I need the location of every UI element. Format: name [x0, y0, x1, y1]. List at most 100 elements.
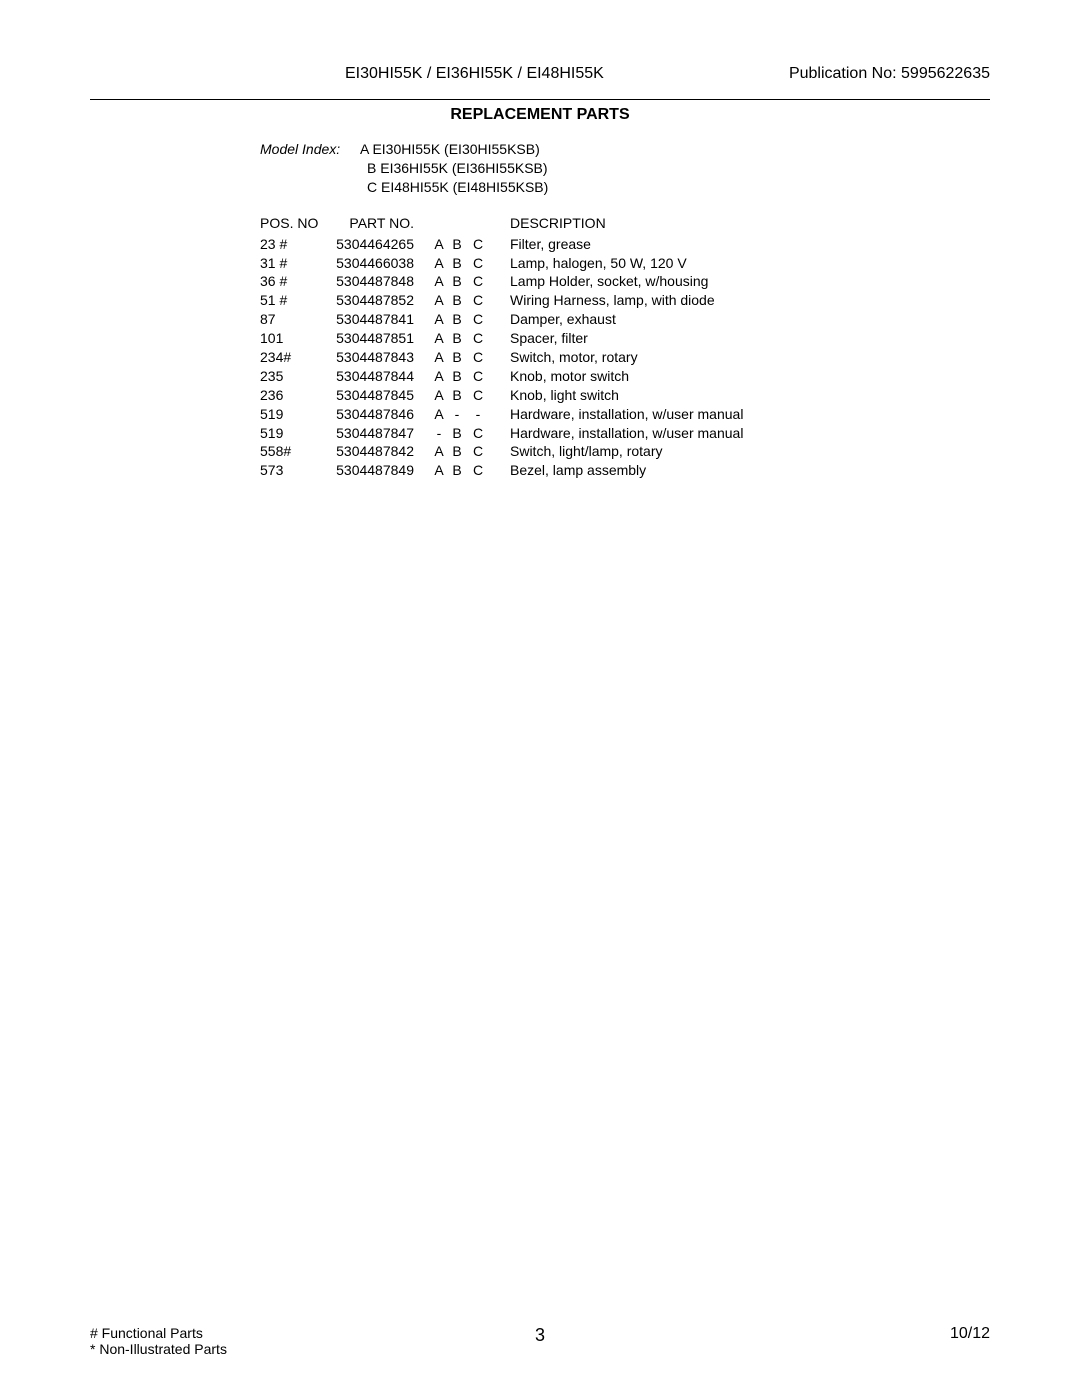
cell-pos: 36 # [260, 272, 330, 291]
cell-pos: 519 [260, 424, 330, 443]
cell-description: Bezel, lamp assembly [510, 461, 990, 480]
cell-model-c: C [466, 461, 490, 480]
model-index: Model Index: A EI30HI55K (EI30HI55KSB) B… [260, 140, 990, 197]
cell-partno: 5304487847 [330, 424, 430, 443]
cell-model-b: B [448, 272, 466, 291]
table-row: 234#5304487843ABC Switch, motor, rotary [260, 348, 990, 367]
cell-description: Wiring Harness, lamp, with diode [510, 291, 990, 310]
footnote-functional: # Functional Parts [90, 1325, 227, 1341]
cell-partno: 5304487841 [330, 310, 430, 329]
publication-number: Publication No: 5995622635 [789, 65, 990, 83]
cell-pos: 31 # [260, 254, 330, 273]
footnote-nonillustrated: * Non-Illustrated Parts [90, 1341, 227, 1357]
cell-partno: 5304487843 [330, 348, 430, 367]
table-row: 5195304487847-BCHardware, installation, … [260, 424, 990, 443]
cell-partno: 5304487846 [330, 405, 430, 424]
cell-pos: 87 [260, 310, 330, 329]
cell-model-a: A [430, 461, 448, 480]
table-header-row: POS. NO PART NO. DESCRIPTION [260, 215, 990, 231]
table-row: 875304487841ABC Damper, exhaust [260, 310, 990, 329]
table-row: 36 #5304487848ABC Lamp Holder, socket, w/… [260, 272, 990, 291]
cell-model-a: A [430, 405, 448, 424]
cell-model-a: A [430, 348, 448, 367]
cell-pos: 558# [260, 442, 330, 461]
cell-model-a: A [430, 254, 448, 273]
cell-description: Hardware, installation, w/user manual [510, 424, 990, 443]
cell-model-a: A [430, 442, 448, 461]
cell-model-a: A [430, 310, 448, 329]
cell-model-a: A [430, 235, 448, 254]
col-header-c [466, 215, 490, 231]
cell-model-b: - [448, 405, 466, 424]
cell-description: Switch, motor, rotary [510, 348, 990, 367]
parts-table: POS. NO PART NO. DESCRIPTION 23 #5304464… [260, 215, 990, 481]
page-footer: # Functional Parts * Non-Illustrated Par… [90, 1325, 990, 1357]
cell-description: Knob, light switch [510, 386, 990, 405]
cell-model-a: A [430, 291, 448, 310]
cell-partno: 5304487849 [330, 461, 430, 480]
cell-model-b: B [448, 367, 466, 386]
col-header-a [430, 215, 448, 231]
cell-description: Hardware, installation, w/user manual [510, 405, 990, 424]
cell-partno: 5304487844 [330, 367, 430, 386]
cell-partno: 5304466038 [330, 254, 430, 273]
col-header-pos: POS. NO [260, 215, 330, 231]
cell-partno: 5304487848 [330, 272, 430, 291]
cell-description: Lamp, halogen, 50 W, 120 V [510, 254, 990, 273]
cell-pos: 234# [260, 348, 330, 367]
cell-pos: 101 [260, 329, 330, 348]
model-index-item: B EI36HI55K (EI36HI55KSB) [367, 159, 548, 178]
cell-model-c: C [466, 235, 490, 254]
cell-model-c: C [466, 272, 490, 291]
page-container: EI30HI55K / EI36HI55K / EI48HI55K Public… [0, 0, 1080, 1397]
cell-description: Filter, grease [510, 235, 990, 254]
model-index-item: C EI48HI55K (EI48HI55KSB) [367, 178, 548, 197]
table-row: 31 #5304466038ABC Lamp, halogen, 50 W, 12… [260, 254, 990, 273]
cell-model-a: A [430, 367, 448, 386]
cell-description: Spacer, filter [510, 329, 990, 348]
cell-partno: 5304487851 [330, 329, 430, 348]
table-row: 5735304487849ABC Bezel, lamp assembly [260, 461, 990, 480]
cell-model-c: C [466, 310, 490, 329]
cell-model-c: C [466, 386, 490, 405]
cell-model-c: C [466, 442, 490, 461]
col-header-b [448, 215, 466, 231]
cell-model-a: - [430, 424, 448, 443]
cell-model-a: A [430, 272, 448, 291]
model-index-item: A EI30HI55K (EI30HI55KSB) [360, 140, 540, 159]
cell-partno: 5304487842 [330, 442, 430, 461]
cell-pos: 23 # [260, 235, 330, 254]
cell-model-c: - [466, 405, 490, 424]
section-title: REPLACEMENT PARTS [90, 99, 990, 124]
header-models: EI30HI55K / EI36HI55K / EI48HI55K [345, 65, 604, 83]
cell-model-a: A [430, 329, 448, 348]
model-index-label: Model Index: [260, 140, 360, 159]
cell-model-b: B [448, 461, 466, 480]
cell-pos: 236 [260, 386, 330, 405]
cell-partno: 5304487845 [330, 386, 430, 405]
table-row: 2355304487844ABC Knob, motor switch [260, 367, 990, 386]
cell-model-c: C [466, 367, 490, 386]
page-header: EI30HI55K / EI36HI55K / EI48HI55K Public… [90, 65, 990, 99]
cell-model-b: B [448, 442, 466, 461]
cell-pos: 573 [260, 461, 330, 480]
cell-description: Damper, exhaust [510, 310, 990, 329]
cell-model-b: B [448, 310, 466, 329]
cell-description: Switch, light/lamp, rotary [510, 442, 990, 461]
cell-model-b: B [448, 329, 466, 348]
table-row: 51 #5304487852ABCWiring Harness, lamp, w… [260, 291, 990, 310]
cell-model-b: B [448, 424, 466, 443]
cell-model-b: B [448, 254, 466, 273]
cell-description: Knob, motor switch [510, 367, 990, 386]
table-row: 558#5304487842ABC Switch, light/lamp, rot… [260, 442, 990, 461]
cell-model-b: B [448, 291, 466, 310]
cell-model-c: C [466, 348, 490, 367]
cell-description: Lamp Holder, socket, w/housing [510, 272, 990, 291]
cell-model-b: B [448, 348, 466, 367]
cell-model-b: B [448, 235, 466, 254]
table-row: 2365304487845ABCKnob, light switch [260, 386, 990, 405]
page-date: 10/12 [950, 1325, 990, 1357]
cell-model-c: C [466, 254, 490, 273]
cell-pos: 235 [260, 367, 330, 386]
col-header-desc: DESCRIPTION [510, 215, 990, 231]
